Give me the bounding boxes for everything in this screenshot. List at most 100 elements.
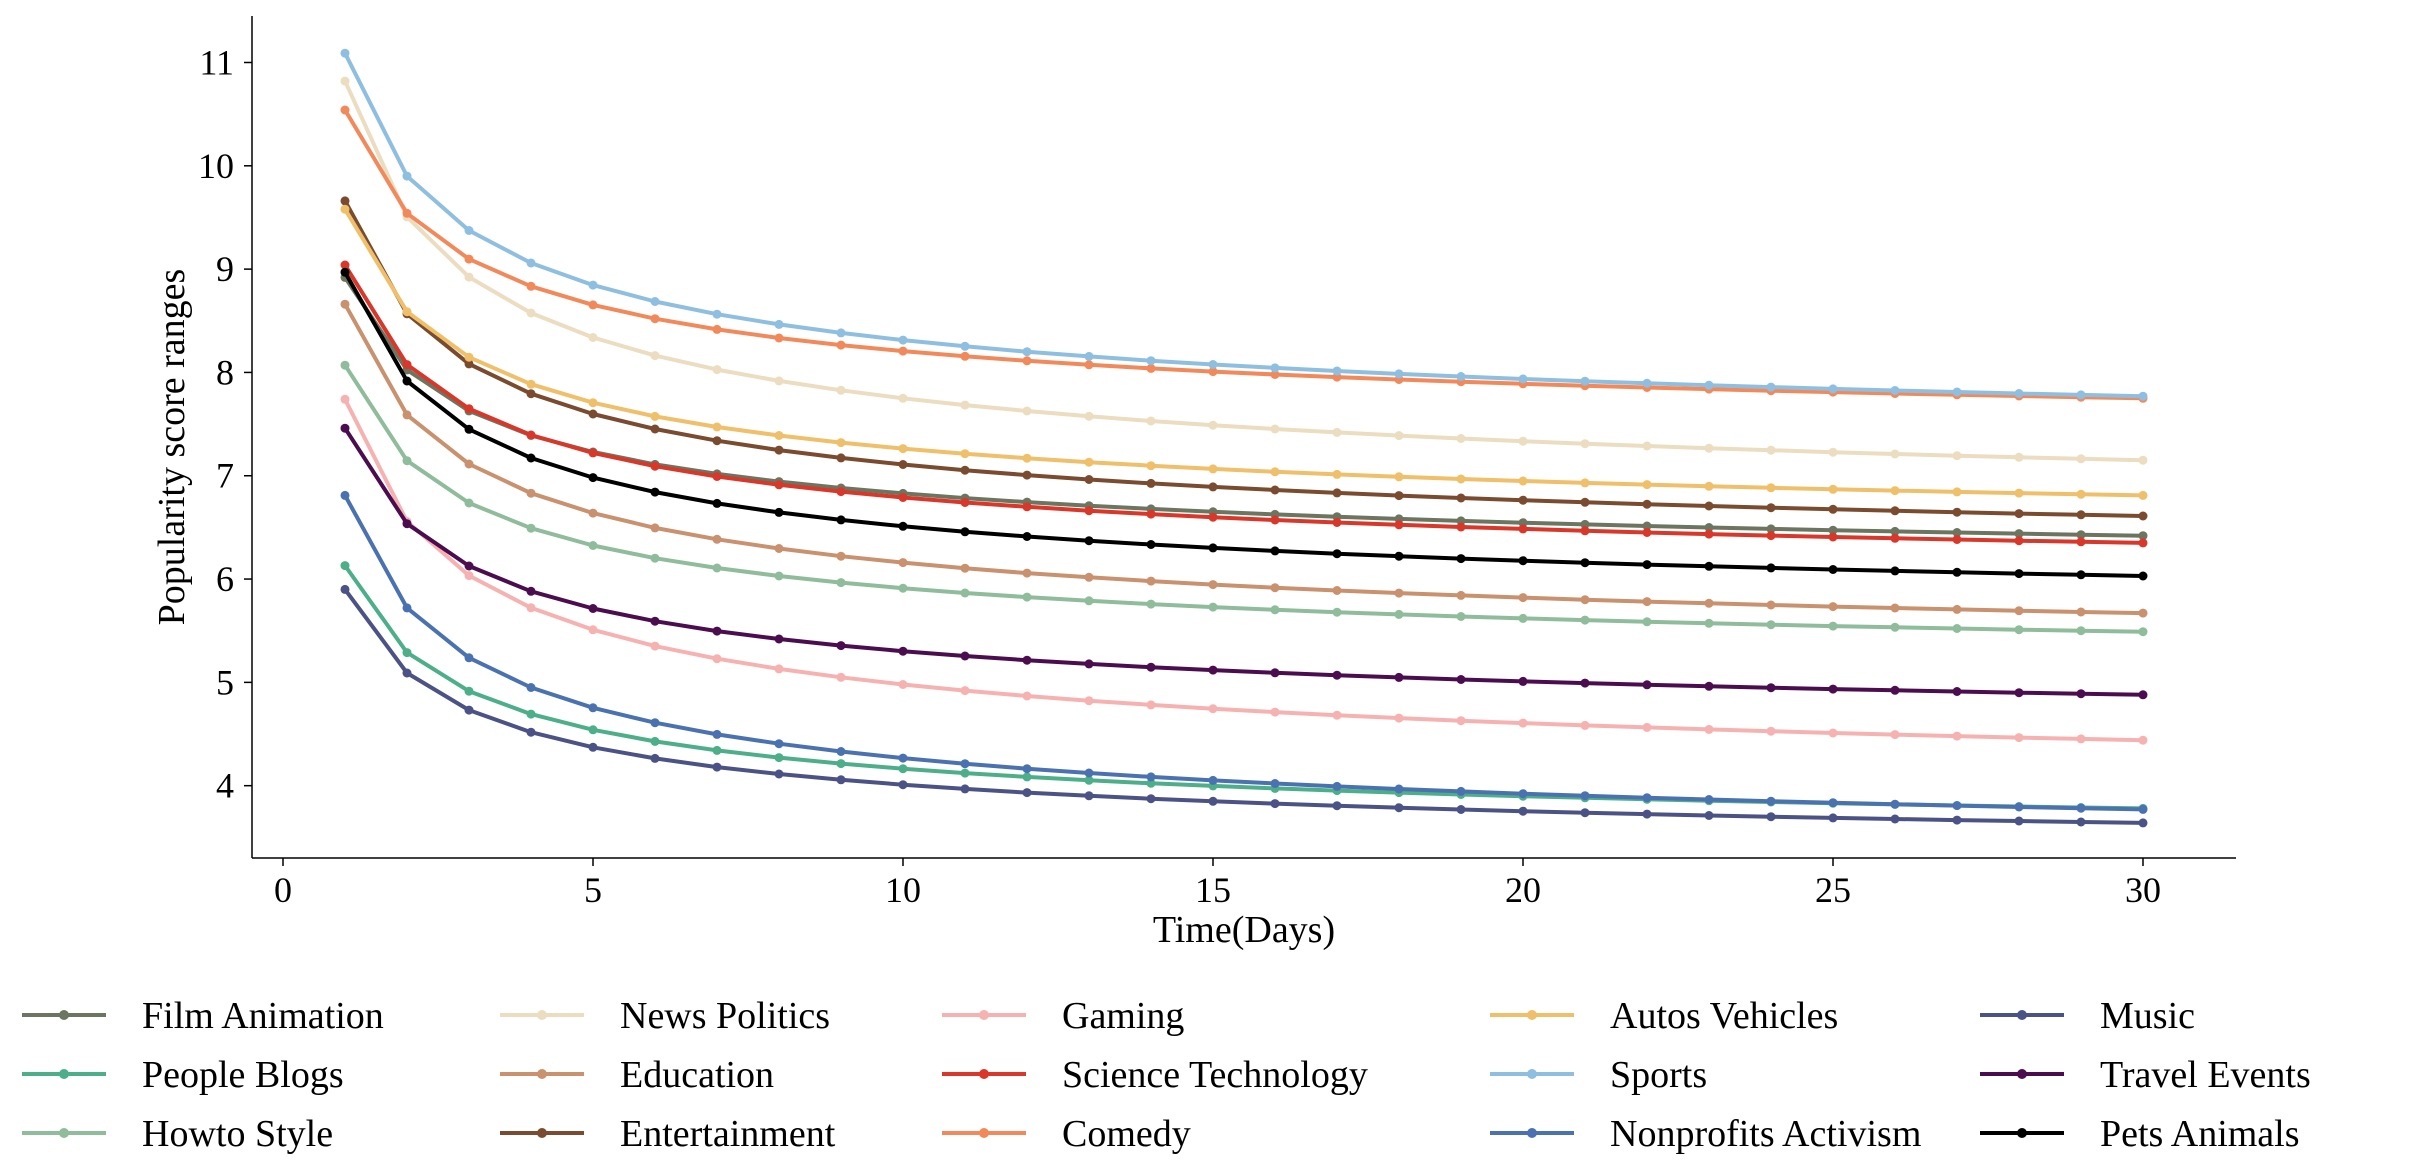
- data-point: [960, 588, 970, 598]
- legend-swatch-marker: [1527, 1010, 1537, 1020]
- legend-swatch-marker: [537, 1069, 547, 1079]
- data-point: [1952, 567, 1962, 577]
- data-point: [1208, 420, 1218, 430]
- series-line: [343, 364, 2144, 634]
- data-point: [526, 453, 536, 463]
- data-point: [588, 448, 598, 458]
- data-point: [2014, 389, 2024, 398]
- x-tick-label: 5: [584, 870, 602, 910]
- data-point: [1022, 691, 1032, 701]
- data-point: [2138, 490, 2148, 500]
- data-point: [1332, 427, 1342, 437]
- data-point: [1704, 724, 1714, 734]
- data-point: [2138, 571, 2148, 581]
- data-point: [650, 523, 660, 533]
- data-point: [1952, 801, 1962, 811]
- legend-swatch-marker: [59, 1069, 69, 1079]
- x-tick-label: 20: [1505, 870, 1541, 910]
- data-point: [340, 196, 350, 206]
- data-point: [1456, 434, 1466, 443]
- data-point: [1828, 484, 1838, 494]
- data-point: [1704, 598, 1714, 608]
- data-point: [1394, 472, 1404, 482]
- data-point: [1890, 603, 1900, 613]
- data-point: [1332, 801, 1342, 811]
- data-point: [2138, 455, 2148, 465]
- data-point: [960, 351, 970, 361]
- data-point: [588, 508, 598, 518]
- y-tick-label: 7: [216, 456, 234, 496]
- data-point: [2138, 735, 2148, 745]
- data-point: [2076, 734, 2086, 744]
- data-point: [712, 498, 722, 508]
- data-point: [464, 359, 474, 369]
- data-point: [464, 424, 474, 434]
- data-point: [1270, 485, 1280, 495]
- legend-item: Education: [500, 1054, 774, 1096]
- legend-item: Autos Vehicles: [1490, 995, 1838, 1037]
- data-point: [464, 705, 474, 715]
- data-point: [650, 314, 660, 324]
- data-point: [1952, 535, 1962, 544]
- data-point: [2014, 816, 2024, 826]
- data-point: [960, 341, 970, 351]
- data-point: [1456, 493, 1466, 503]
- data-point: [1146, 363, 1156, 373]
- data-point: [1580, 497, 1590, 507]
- data-point: [1766, 524, 1776, 534]
- data-point: [1146, 662, 1156, 672]
- data-point: [1208, 512, 1218, 522]
- data-point: [1146, 772, 1156, 782]
- data-point: [2076, 817, 2086, 827]
- series-education: [340, 299, 2148, 618]
- data-point: [712, 324, 722, 334]
- data-point: [340, 48, 350, 58]
- data-point: [1146, 478, 1156, 488]
- data-point: [1642, 521, 1652, 531]
- data-point: [526, 281, 536, 291]
- data-point: [1146, 416, 1156, 426]
- legend-swatch-marker: [1527, 1069, 1537, 1079]
- data-point: [1456, 805, 1466, 814]
- data-point: [2138, 627, 2148, 637]
- data-point: [1890, 386, 1900, 395]
- series-line: [343, 108, 2144, 401]
- legend-label: Howto Style: [142, 1113, 333, 1155]
- legend-swatch-marker: [2017, 1128, 2027, 1138]
- data-point: [2014, 569, 2024, 579]
- data-point: [898, 521, 908, 531]
- data-point: [1270, 668, 1280, 678]
- data-point: [1642, 597, 1652, 607]
- data-point: [1332, 549, 1342, 559]
- data-point: [464, 686, 474, 696]
- legend-label: Film Animation: [142, 995, 384, 1037]
- data-point: [464, 404, 474, 414]
- data-point: [1084, 596, 1094, 606]
- y-tick-label: 6: [216, 559, 234, 599]
- data-point: [2014, 625, 2024, 635]
- series-line: [343, 398, 2144, 743]
- data-point: [2014, 733, 2024, 743]
- data-point: [1270, 583, 1280, 593]
- axes: 0 5 10 15 20 25 30 4 5 6 7 8 9 10 11: [198, 16, 2236, 910]
- data-point: [1022, 406, 1032, 416]
- data-point: [1890, 622, 1900, 632]
- data-point: [1890, 566, 1900, 576]
- data-point: [650, 461, 660, 471]
- data-point: [898, 346, 908, 356]
- data-point: [774, 376, 784, 386]
- legend-item: Music: [1980, 995, 2195, 1037]
- y-tick-label: 4: [216, 766, 234, 806]
- data-point: [1890, 533, 1900, 543]
- data-point: [1518, 436, 1528, 446]
- data-point: [1828, 813, 1838, 823]
- legend-label: Entertainment: [620, 1113, 836, 1155]
- data-point: [2138, 690, 2148, 700]
- data-point: [1084, 475, 1094, 484]
- data-point: [1084, 791, 1094, 801]
- data-point: [898, 646, 908, 656]
- data-point: [1394, 491, 1404, 501]
- data-point: [464, 571, 474, 581]
- data-point: [1084, 457, 1094, 467]
- data-point: [588, 280, 598, 290]
